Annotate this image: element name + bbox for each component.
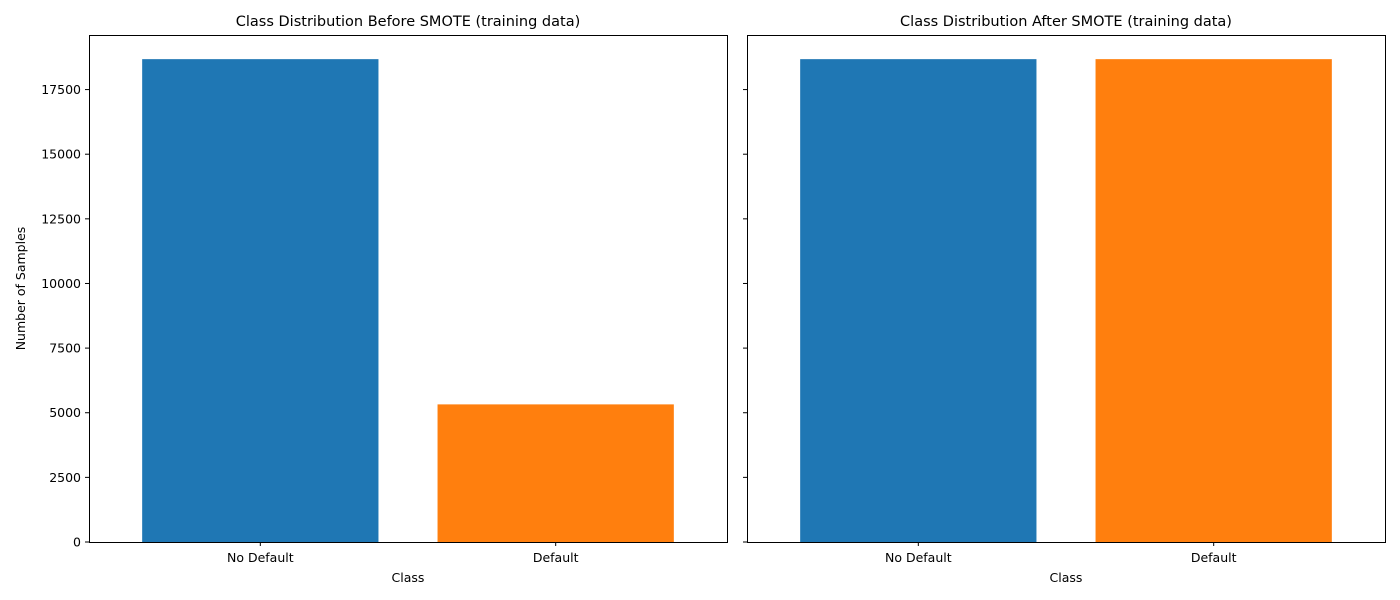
- chart-before-smote: Class Distribution Before SMOTE (trainin…: [13, 14, 728, 585]
- plot-frame: [89, 35, 728, 543]
- x-tick-label: Default: [533, 550, 579, 565]
- bar-no-default: [142, 59, 379, 543]
- y-axis-label: Number of Samples: [13, 227, 28, 351]
- bar-no-default: [800, 59, 1037, 543]
- chart-title: Class Distribution Before SMOTE (trainin…: [236, 14, 581, 30]
- chart-title: Class Distribution After SMOTE (training…: [900, 14, 1232, 30]
- x-tick-label: No Default: [227, 550, 294, 565]
- y-tick-label: 17500: [41, 82, 81, 97]
- x-tick-label: Default: [1191, 550, 1237, 565]
- plot-frame: [747, 35, 1386, 543]
- x-tick-label: No Default: [885, 550, 952, 565]
- y-tick-label: 15000: [41, 147, 81, 162]
- y-tick-label: 2500: [49, 470, 81, 485]
- y-tick-label: 0: [73, 535, 81, 550]
- y-tick-label: 7500: [49, 341, 81, 356]
- bar-default: [1095, 59, 1332, 543]
- chart-after-smote: Class Distribution After SMOTE (training…: [743, 14, 1386, 585]
- y-tick-label: 10000: [41, 276, 81, 291]
- x-axis-label: Class: [392, 570, 425, 585]
- x-axis-label: Class: [1050, 570, 1083, 585]
- y-tick-label: 12500: [41, 211, 81, 226]
- bar-default: [437, 404, 674, 542]
- y-tick-label: 5000: [49, 405, 81, 420]
